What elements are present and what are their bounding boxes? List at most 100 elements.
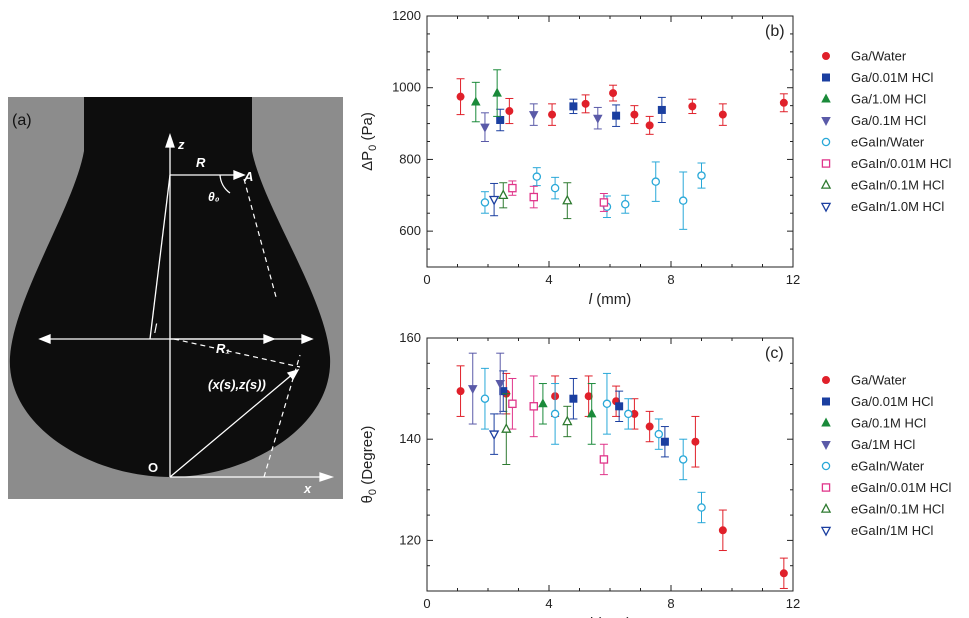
- x-tick-label: 0: [423, 272, 430, 287]
- data-point: [498, 189, 509, 200]
- data-point: [508, 399, 517, 409]
- y-tick-label: 160: [399, 330, 421, 345]
- legend-marker: [822, 397, 831, 406]
- data-point: [621, 199, 630, 209]
- panel-label: (c): [765, 345, 784, 362]
- data-point: [529, 402, 539, 411]
- data-point: [688, 102, 697, 111]
- data-point: [528, 111, 539, 121]
- data-point: [654, 429, 664, 439]
- legend-marker: [822, 375, 831, 384]
- data-point: [550, 183, 560, 193]
- r1-label: R₁: [216, 341, 230, 356]
- y-tick-label: 600: [399, 223, 421, 238]
- legend-label: eGaIn/0.1M HCl: [851, 502, 944, 517]
- y-tick-label: 120: [399, 532, 421, 547]
- x-axis-label: l (mm): [589, 291, 632, 308]
- data-point: [718, 526, 727, 535]
- y-axis-label: ΔP0 (Pa): [359, 112, 379, 171]
- legend-label: eGaIn/0.01M HCl: [851, 480, 952, 495]
- data-point: [624, 409, 633, 419]
- legend-marker: [821, 117, 831, 126]
- x-tick-label: 12: [786, 272, 800, 287]
- data-point: [697, 503, 706, 512]
- series-egain-0-01m-hcl: [508, 180, 609, 212]
- data-point: [501, 423, 512, 433]
- origin-label: O: [148, 460, 158, 475]
- y-axis-label: θ0 (Degree): [359, 426, 379, 504]
- data-point: [488, 195, 500, 206]
- legend-label: eGaIn/Water: [851, 135, 925, 150]
- data-point: [779, 98, 788, 107]
- series-ga-0-01m-hcl: [499, 370, 669, 458]
- legend-marker: [820, 179, 832, 189]
- a-label: A: [243, 169, 253, 184]
- data-point: [492, 87, 502, 97]
- series-egain-water: [480, 367, 706, 524]
- series-ga-1-0m-hcl: [471, 69, 502, 123]
- data-point: [496, 115, 505, 124]
- data-point: [488, 430, 500, 441]
- data-point: [562, 415, 573, 426]
- data-point: [586, 408, 597, 418]
- series-egain-0-1m-hcl: [501, 393, 573, 465]
- data-point: [691, 437, 700, 446]
- legend-label: Ga/0.01M HCl: [851, 70, 933, 85]
- legend-label: eGaIn/Water: [851, 459, 925, 474]
- data-point: [538, 398, 548, 408]
- data-point: [505, 107, 514, 116]
- legend-label: Ga/0.01M HCl: [851, 394, 933, 409]
- data-point: [562, 194, 573, 205]
- drop-profile-photo: (a) z R A θ₀ l R₁ (x(s),z(s)) O x: [8, 97, 343, 499]
- data-point: [456, 387, 465, 396]
- legend-marker: [821, 159, 831, 168]
- data-point: [657, 105, 666, 114]
- x-tick-label: 8: [667, 596, 674, 611]
- data-point: [593, 114, 603, 124]
- x-axis-label: l (mm): [589, 615, 632, 618]
- x-tick-label: 4: [545, 596, 552, 611]
- data-point: [645, 422, 654, 431]
- legend-marker: [821, 93, 831, 103]
- data-point: [532, 172, 542, 181]
- data-point: [456, 92, 465, 101]
- data-point: [480, 198, 490, 207]
- legend-marker: [821, 461, 831, 471]
- y-tick-label: 1000: [392, 80, 421, 95]
- x-axis-label: x: [303, 481, 312, 496]
- legend-marker: [821, 137, 831, 147]
- data-point: [630, 110, 639, 119]
- y-tick-label: 140: [399, 431, 421, 446]
- data-point: [508, 183, 517, 193]
- data-point: [660, 437, 669, 446]
- data-point: [471, 96, 481, 106]
- legend-label: eGaIn/1M HCl: [851, 523, 933, 538]
- legend-label: eGaIn/1.0M HCl: [851, 199, 944, 214]
- legend-label: Ga/0.1M HCl: [851, 113, 926, 128]
- data-point: [609, 89, 618, 98]
- legend-marker: [820, 202, 832, 213]
- legend-marker: [821, 440, 831, 450]
- data-point: [615, 402, 624, 411]
- x-tick-label: 12: [786, 596, 800, 611]
- data-point: [599, 455, 609, 464]
- y-tick-label: 1200: [392, 8, 421, 23]
- data-point: [529, 192, 539, 202]
- data-point: [779, 569, 788, 578]
- r-label: R: [196, 155, 206, 170]
- y-tick-label: 800: [399, 151, 421, 166]
- data-point: [480, 123, 490, 133]
- data-point: [678, 455, 688, 464]
- data-point: [584, 392, 593, 401]
- data-point: [612, 111, 621, 120]
- plot-frame: [426, 337, 794, 592]
- data-point: [602, 399, 612, 409]
- x-tick-label: 0: [423, 596, 430, 611]
- series-ga-water: [456, 365, 788, 589]
- x-tick-label: 8: [667, 272, 674, 287]
- series-egain-0-01m-hcl: [508, 375, 609, 476]
- data-point: [550, 409, 560, 419]
- data-point: [467, 385, 478, 395]
- l-label: l: [154, 321, 158, 336]
